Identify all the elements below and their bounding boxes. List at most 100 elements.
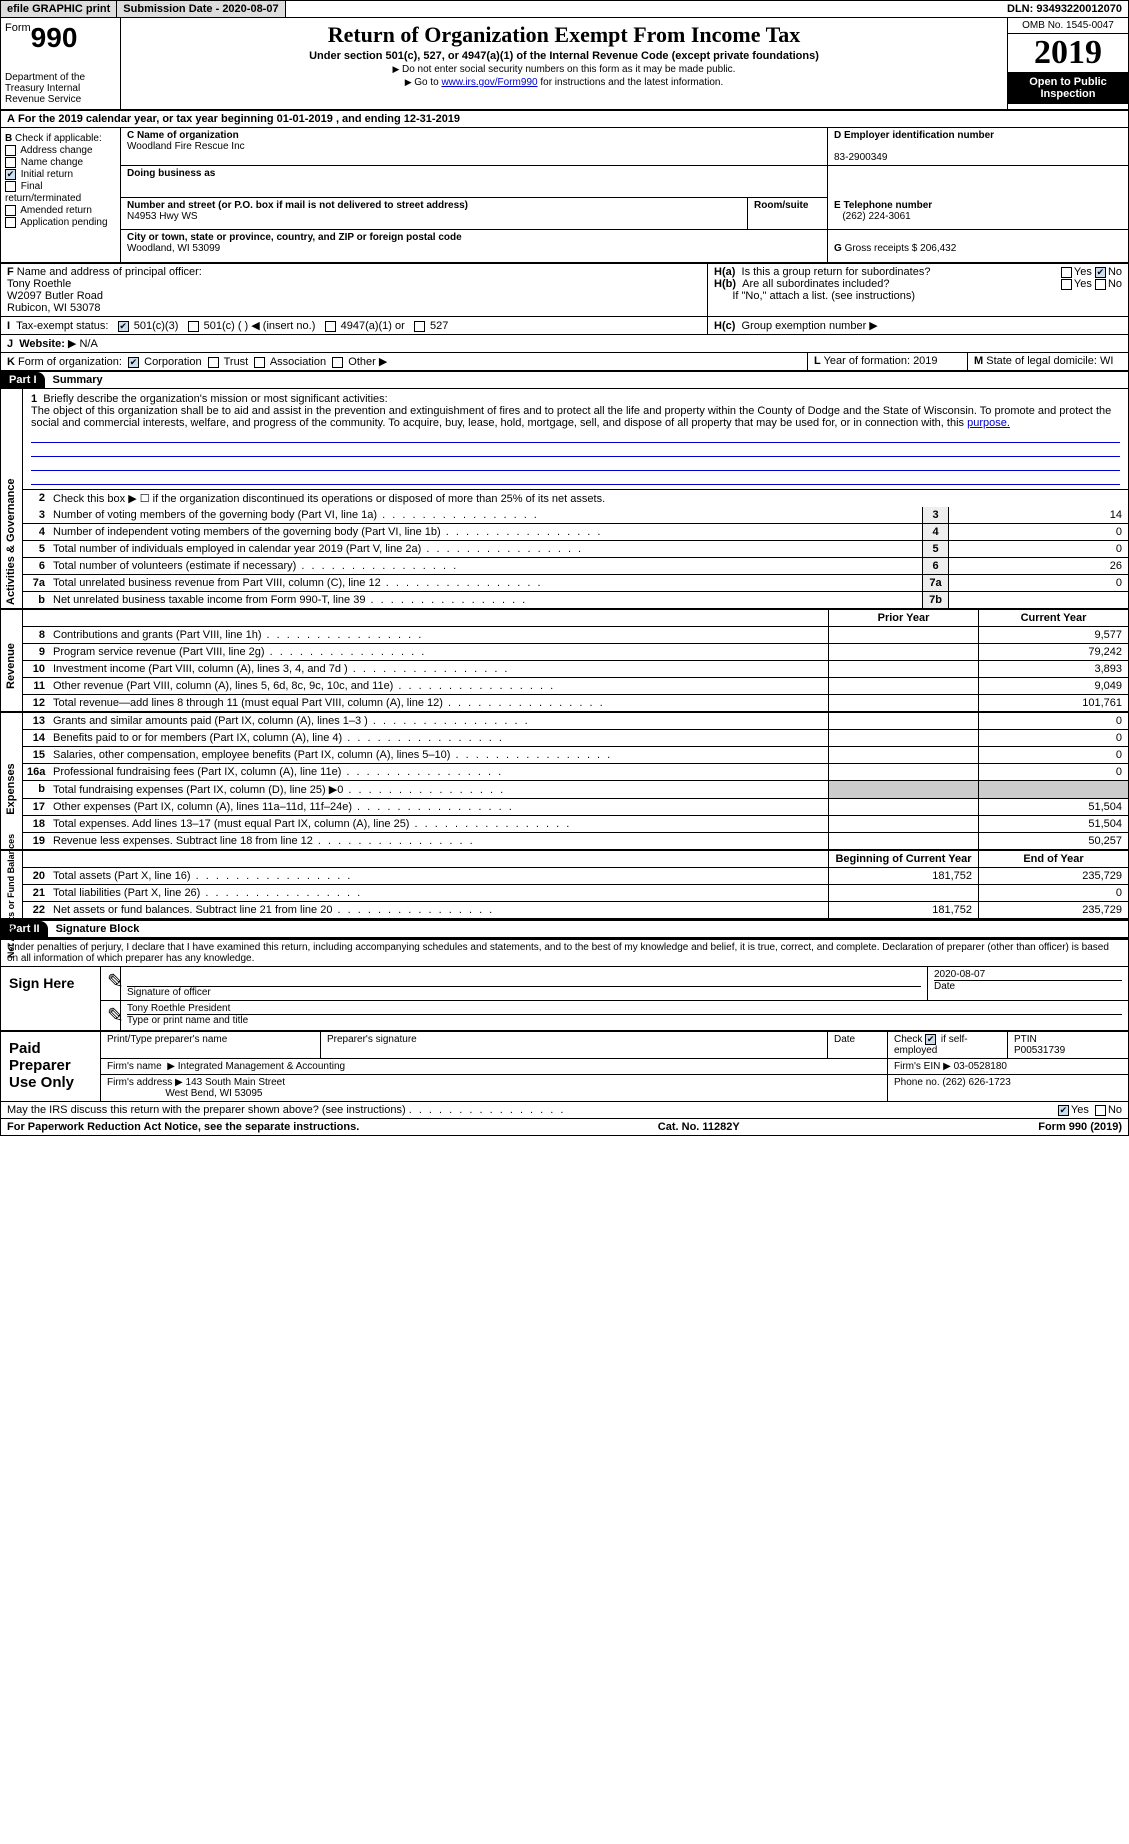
prep-sig-label: Preparer's signature — [327, 1034, 417, 1045]
firm-ein: 03-0528180 — [954, 1061, 1007, 1072]
cb-corp[interactable] — [128, 357, 139, 368]
opt-assoc: Association — [270, 356, 326, 368]
opt-501c3: 501(c)(3) — [134, 320, 179, 332]
row-i-hc: I Tax-exempt status: 501(c)(3) 501(c) ( … — [0, 317, 1129, 335]
cb-self-emp[interactable] — [925, 1034, 936, 1045]
cb-other[interactable] — [332, 357, 343, 368]
col-end: End of Year — [978, 851, 1128, 867]
ha-yes[interactable] — [1061, 267, 1072, 278]
cb-4947[interactable] — [325, 321, 336, 332]
firm-addr-label: Firm's address — [107, 1077, 172, 1088]
activities-governance: Activities & Governance 1 Briefly descri… — [0, 389, 1129, 610]
row-j: J Website: ▶ N/A — [0, 335, 1129, 353]
note-link: Go to www.irs.gov/Form990 for instructio… — [129, 77, 999, 88]
cb-527[interactable] — [414, 321, 425, 332]
sig-date: 2020-08-07 — [934, 969, 985, 980]
revenue-section: Revenue Prior Year Current Year 8Contrib… — [0, 610, 1129, 713]
c-name-label: Name of organization — [137, 130, 239, 141]
irs-link[interactable]: www.irs.gov/Form990 — [441, 77, 537, 88]
col-curr: Current Year — [978, 610, 1128, 626]
cb-amended[interactable] — [5, 205, 16, 216]
irs-no[interactable] — [1095, 1105, 1106, 1116]
form-subtitle: Under section 501(c), 527, or 4947(a)(1)… — [129, 50, 999, 62]
officer-name-title: Tony Roethle President — [127, 1003, 1122, 1015]
d-label: Employer identification number — [844, 130, 994, 141]
cb-assoc[interactable] — [254, 357, 265, 368]
form-header: Form990 Department of the Treasury Inter… — [0, 18, 1129, 111]
hb-yes[interactable] — [1061, 279, 1072, 290]
j-label: Website: — [19, 338, 65, 350]
may-irs: May the IRS discuss this return with the… — [7, 1104, 406, 1116]
paid-preparer: Paid Preparer Use Only — [1, 1032, 101, 1101]
firm-phone: (262) 626-1723 — [942, 1077, 1010, 1088]
dln: DLN: 93493220012070 — [1001, 1, 1128, 17]
submission-date: Submission Date - 2020-08-07 — [117, 1, 285, 17]
hc-text: Group exemption number — [742, 320, 867, 332]
part1-title: Summary — [45, 374, 103, 386]
opt-address: Address change — [20, 145, 92, 156]
l1-label: Briefly describe the organization's miss… — [43, 393, 387, 405]
footer: For Paperwork Reduction Act Notice, see … — [0, 1119, 1129, 1136]
city-label: City or town, state or province, country… — [127, 232, 462, 243]
tax-year: 2019 — [1008, 34, 1128, 72]
form-ref: Form 990 (2019) — [1038, 1121, 1122, 1133]
sig-officer-label: Signature of officer — [127, 987, 211, 998]
cb-name[interactable] — [5, 157, 16, 168]
opt-527: 527 — [430, 320, 448, 332]
cb-address[interactable] — [5, 145, 16, 156]
e-label: Telephone number — [843, 200, 932, 211]
firm-name: Integrated Management & Accounting — [178, 1061, 345, 1072]
cb-final[interactable] — [5, 181, 16, 192]
prep-name-label: Print/Type preparer's name — [107, 1034, 227, 1045]
i-label: Tax-exempt status: — [16, 320, 108, 332]
cb-pending[interactable] — [5, 217, 16, 228]
note-post: for instructions and the latest informat… — [538, 77, 724, 88]
part1-head: Part I Summary — [0, 372, 1129, 389]
l-label: Year of formation: — [824, 355, 910, 367]
hb-note: If "No," attach a list. (see instruction… — [732, 290, 915, 302]
vtab-ag: Activities & Governance — [5, 485, 17, 605]
m-label: State of legal domicile: — [986, 355, 1097, 367]
phone: (262) 224-3061 — [842, 211, 910, 222]
omb-number: OMB No. 1545-0047 — [1008, 18, 1128, 34]
sign-here: Sign Here — [1, 967, 101, 1030]
cb-501c[interactable] — [188, 321, 199, 332]
officer-addr2: Rubicon, WI 53078 — [7, 302, 101, 314]
firm-addr1: 143 South Main Street — [186, 1077, 286, 1088]
mission-text: The object of this organization shall be… — [31, 405, 1111, 429]
street-label: Number and street (or P.O. box if mail i… — [127, 200, 468, 211]
cb-501c3[interactable] — [118, 321, 129, 332]
opt-4947: 4947(a)(1) or — [341, 320, 405, 332]
irs-yes[interactable] — [1058, 1105, 1069, 1116]
cb-trust[interactable] — [208, 357, 219, 368]
hb-text: Are all subordinates included? — [742, 278, 889, 290]
hb-no[interactable] — [1095, 279, 1106, 290]
opt-corp: Corporation — [144, 356, 201, 368]
ein: 83-2900349 — [834, 152, 887, 163]
room-label: Room/suite — [754, 200, 808, 211]
k-label: Form of organization: — [18, 356, 122, 368]
officer-name: Tony Roethle — [7, 278, 71, 290]
prep-date-label: Date — [834, 1034, 855, 1045]
part2-head: Part II Signature Block — [0, 920, 1129, 938]
firm-phone-label: Phone no. — [894, 1077, 940, 1088]
col-c: C Name of organization Woodland Fire Res… — [121, 128, 1128, 262]
date-label: Date — [934, 981, 955, 992]
net-assets-section: Net Assets or Fund Balances Beginning of… — [0, 851, 1129, 920]
part2-title: Signature Block — [48, 923, 140, 935]
ptin-label: PTIN — [1014, 1034, 1037, 1045]
check-if: Check — [894, 1034, 922, 1045]
open-inspection: Open to Public Inspection — [1008, 72, 1128, 104]
f-label: Name and address of principal officer: — [17, 266, 202, 278]
opt-initial: Initial return — [21, 169, 73, 180]
firm-ein-label: Firm's EIN — [894, 1061, 940, 1072]
opt-trust: Trust — [224, 356, 249, 368]
city: Woodland, WI 53099 — [127, 243, 220, 254]
cb-initial[interactable] — [5, 169, 16, 180]
dept-treasury: Department of the Treasury Internal Reve… — [5, 72, 116, 105]
line-1: 1 Briefly describe the organization's mi… — [23, 389, 1128, 490]
domicile: WI — [1100, 355, 1113, 367]
ha-no[interactable] — [1095, 267, 1106, 278]
efile-button[interactable]: efile GRAPHIC print — [1, 1, 117, 17]
col-beg: Beginning of Current Year — [828, 851, 978, 867]
